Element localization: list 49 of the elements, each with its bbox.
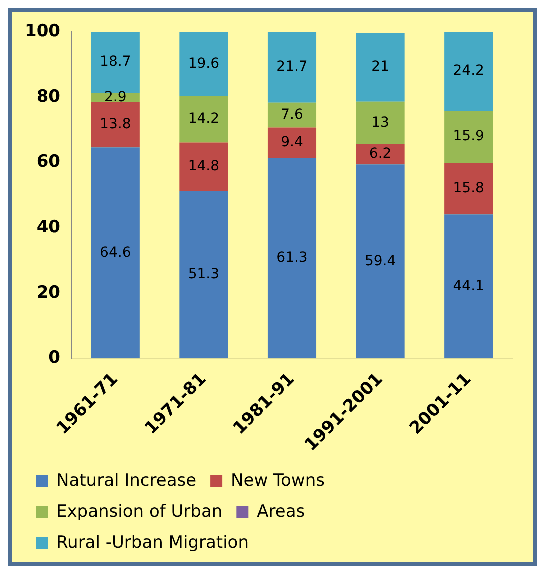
y-tick-label: 20 xyxy=(36,282,61,303)
y-tick-label: 60 xyxy=(36,152,61,172)
bar xyxy=(356,144,405,165)
data-label: 14.2 xyxy=(188,111,220,128)
data-label: 13.8 xyxy=(100,116,132,133)
bar xyxy=(180,96,228,143)
legend-label: Natural Increase xyxy=(56,470,197,491)
bar xyxy=(180,32,228,96)
data-label: 61.3 xyxy=(276,250,308,266)
bar xyxy=(268,32,317,103)
data-label: 2.9 xyxy=(104,89,127,106)
bar xyxy=(444,162,494,215)
data-label: 44.1 xyxy=(453,278,484,294)
legend-label: Areas xyxy=(257,502,306,522)
y-tick-label: 100 xyxy=(24,21,61,42)
bar xyxy=(356,102,405,144)
data-label: 9.4 xyxy=(281,134,304,151)
bar xyxy=(91,148,140,359)
data-label: 18.7 xyxy=(100,54,132,70)
y-tick-label: 0 xyxy=(48,348,61,368)
data-label: 51.3 xyxy=(188,266,220,283)
data-label: 24.2 xyxy=(453,63,484,80)
legend-label: Expansion of Urban xyxy=(56,502,223,522)
data-label: 15.9 xyxy=(453,128,484,145)
y-tick-label: 80 xyxy=(36,86,61,107)
bar xyxy=(444,214,494,359)
data-label: 21 xyxy=(372,59,390,76)
bar xyxy=(91,102,140,148)
legend-label: New Towns xyxy=(231,470,326,491)
bar xyxy=(180,191,228,359)
y-tick-label: 40 xyxy=(36,217,61,238)
data-label: 21.7 xyxy=(276,59,308,76)
data-label: 15.8 xyxy=(453,180,484,196)
legend-label: Rural -Urban Migration xyxy=(56,532,249,553)
bar xyxy=(268,158,317,359)
bar xyxy=(356,164,405,359)
data-label: 59.4 xyxy=(364,253,396,270)
data-label: 64.6 xyxy=(100,244,132,261)
bar xyxy=(444,32,494,112)
bar xyxy=(444,111,494,163)
data-label: 7.6 xyxy=(281,106,304,123)
bar xyxy=(180,142,228,192)
bar xyxy=(268,128,317,158)
data-label: 19.6 xyxy=(188,56,220,72)
bar xyxy=(268,102,317,128)
data-label: 6.2 xyxy=(369,146,392,162)
bar xyxy=(356,33,405,102)
data-label: 13 xyxy=(372,114,390,131)
data-label: 14.8 xyxy=(188,158,220,175)
